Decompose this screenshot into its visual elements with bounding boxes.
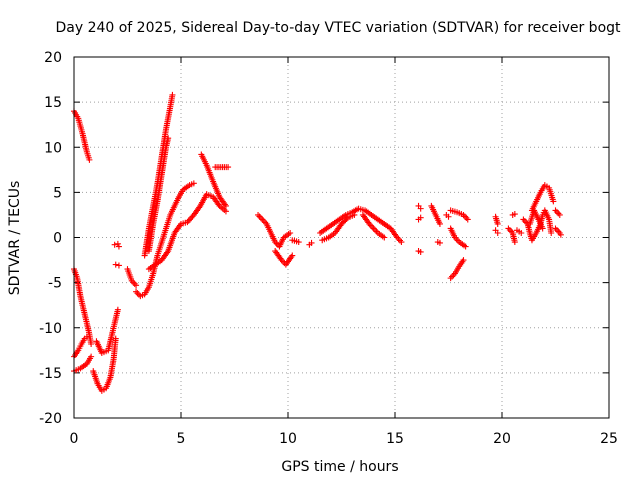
- y-tick-label: -10: [39, 321, 62, 337]
- data-point: [114, 240, 121, 247]
- data-point: [260, 217, 267, 224]
- data-point: [381, 234, 388, 241]
- data-point: [447, 275, 454, 282]
- data-point: [351, 211, 358, 218]
- x-tick-label: 10: [279, 431, 297, 447]
- data-point: [436, 239, 443, 246]
- data-point: [505, 225, 512, 232]
- data-point: [550, 198, 557, 205]
- data-point: [135, 291, 142, 298]
- data-point: [115, 243, 122, 250]
- chart-title: Day 240 of 2025, Sidereal Day-to-day VTE…: [55, 20, 621, 36]
- data-point: [370, 225, 377, 232]
- data-point: [257, 214, 264, 221]
- data-point: [369, 223, 376, 230]
- y-tick-label: 10: [44, 140, 62, 156]
- data-point: [225, 164, 232, 171]
- y-tick-label: 0: [53, 231, 62, 247]
- axis-ticks: 0 5 10 15 20 25 -20 -15 -10 -5 0 5 10 15 20: [39, 50, 618, 447]
- data-point: [112, 335, 119, 342]
- x-tick-label: 20: [493, 431, 511, 447]
- data-point: [83, 333, 90, 340]
- data-point: [295, 239, 302, 246]
- data-point: [165, 135, 172, 142]
- data-point: [449, 273, 456, 280]
- data-point: [111, 241, 118, 248]
- data-point: [445, 213, 452, 220]
- y-axis-label: SDTVAR / TECUs: [7, 181, 23, 296]
- data-point: [520, 216, 527, 223]
- data-point: [114, 306, 121, 313]
- data-point: [518, 229, 525, 236]
- data-point: [511, 211, 518, 218]
- data-point: [436, 220, 443, 227]
- data-point: [222, 202, 229, 209]
- data-point: [396, 237, 403, 244]
- data-point: [255, 211, 262, 218]
- x-tick-label: 0: [70, 431, 79, 447]
- data-point: [548, 229, 555, 236]
- data-point: [462, 243, 469, 250]
- data-point: [460, 257, 467, 264]
- y-tick-label: 5: [53, 185, 62, 201]
- x-axis-label: GPS time / hours: [281, 459, 398, 475]
- data-point: [511, 239, 518, 246]
- data-point: [553, 208, 560, 215]
- data-point: [169, 91, 176, 98]
- data-point: [289, 252, 296, 259]
- data-point: [398, 239, 405, 246]
- data-point: [464, 216, 471, 223]
- data-points: [71, 91, 564, 394]
- y-tick-label: 20: [44, 50, 62, 66]
- data-point: [86, 156, 93, 163]
- data-point: [115, 262, 122, 269]
- data-point: [557, 231, 564, 238]
- data-point: [186, 216, 193, 223]
- x-tick-label: 5: [177, 431, 186, 447]
- data-point: [188, 214, 195, 221]
- data-point: [133, 288, 140, 295]
- data-point: [553, 226, 560, 233]
- data-point: [259, 216, 266, 223]
- data-point: [222, 208, 229, 215]
- grid-lines: [74, 57, 609, 418]
- data-point: [112, 261, 119, 268]
- data-point: [463, 214, 470, 221]
- y-tick-label: -20: [39, 411, 62, 427]
- data-point: [190, 180, 197, 187]
- data-point: [308, 239, 315, 246]
- y-tick-label: 15: [44, 95, 62, 111]
- x-tick-label: 15: [386, 431, 404, 447]
- data-point: [494, 220, 501, 227]
- data-point: [184, 219, 191, 226]
- data-point: [256, 213, 263, 220]
- data-point: [88, 353, 95, 360]
- y-tick-label: -5: [48, 276, 62, 292]
- data-point: [417, 205, 424, 212]
- plot-frame: [73, 56, 610, 419]
- data-point: [131, 280, 138, 287]
- data-point: [556, 211, 563, 218]
- data-point: [555, 210, 562, 217]
- data-point: [552, 207, 559, 214]
- data-point: [521, 217, 528, 224]
- data-point: [343, 215, 350, 222]
- data-point: [372, 226, 379, 233]
- data-point: [417, 248, 424, 255]
- data-point: [506, 226, 513, 233]
- y-tick-label: -15: [39, 366, 62, 382]
- data-point: [417, 214, 424, 221]
- data-point: [88, 340, 95, 347]
- data-point: [494, 229, 501, 236]
- data-point: [133, 282, 140, 289]
- data-point: [185, 217, 192, 224]
- data-point: [287, 229, 294, 236]
- data-point: [539, 225, 546, 232]
- x-tick-label: 25: [600, 431, 618, 447]
